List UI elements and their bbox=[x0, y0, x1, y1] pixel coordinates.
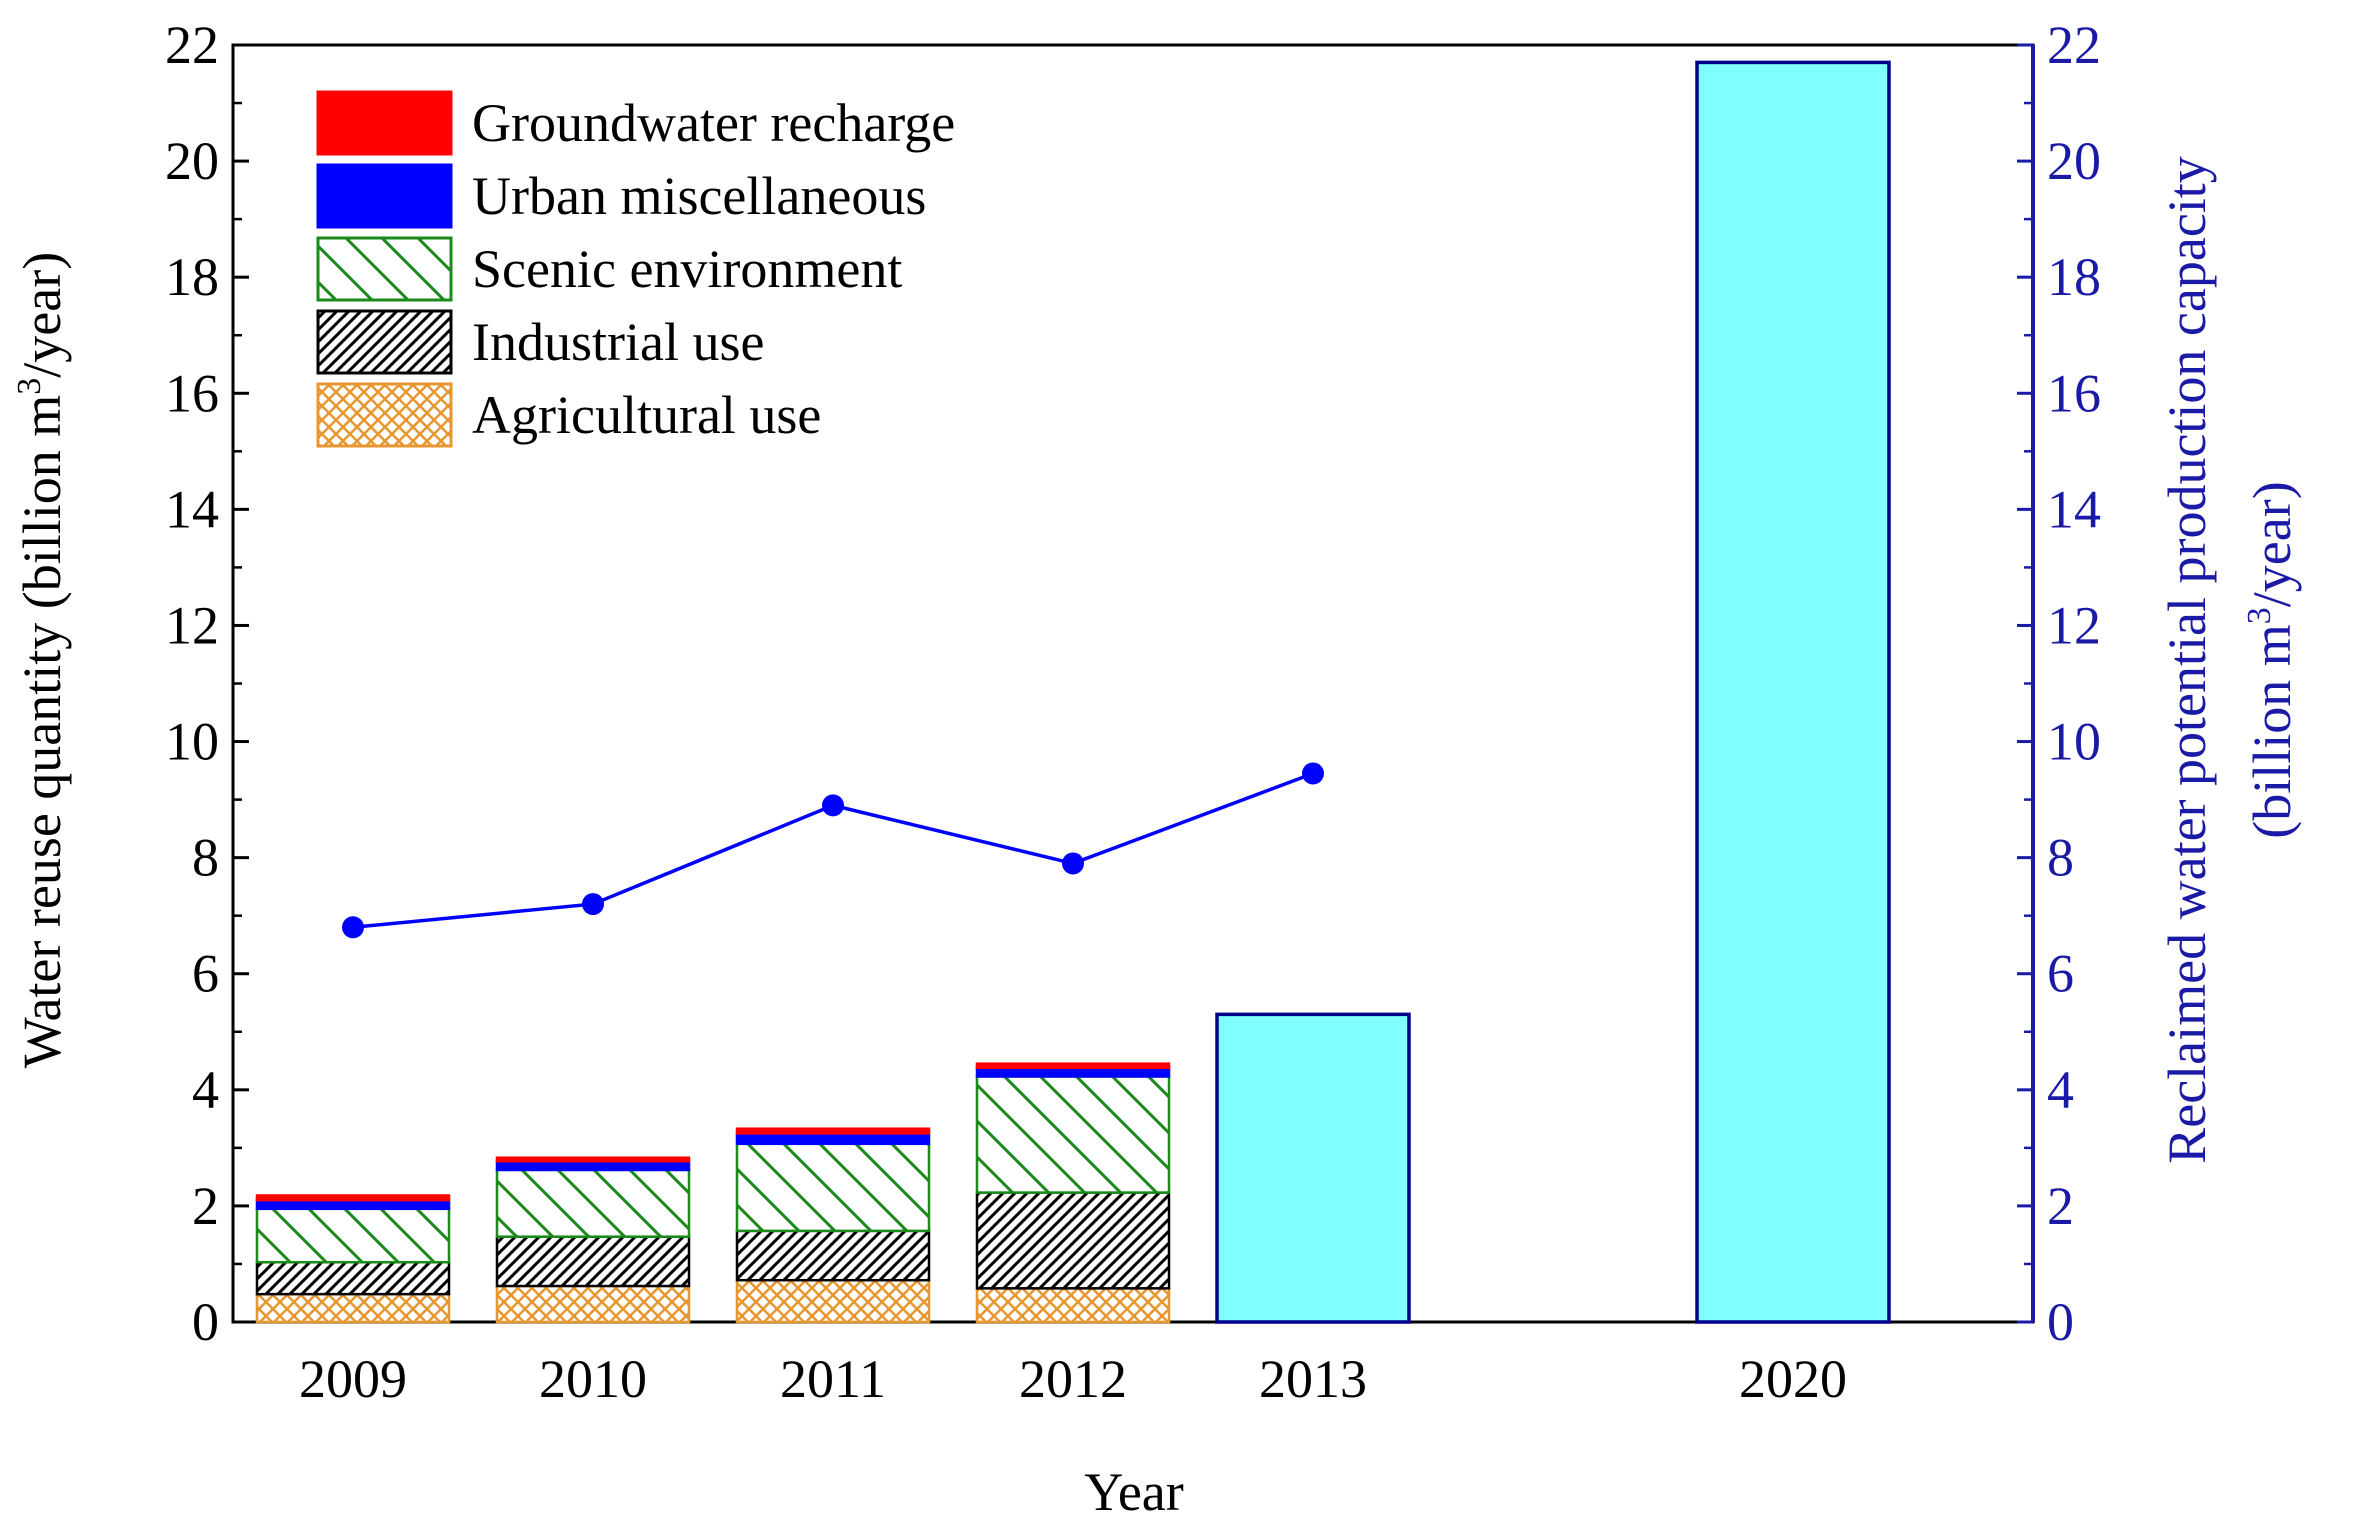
x-tick-label-2013: 2013 bbox=[1259, 1349, 1367, 1409]
line-point-2009 bbox=[342, 916, 364, 939]
bar-agricultural-use-2012 bbox=[975, 1287, 1171, 1324]
capacity-bars bbox=[1215, 60, 1891, 1324]
left-tick-label-12: 12 bbox=[165, 595, 219, 655]
legend: Groundwater recharge Urban miscellaneous S… bbox=[316, 90, 955, 448]
y-axis-label-right-1: Reclaimed water potential production cap… bbox=[2157, 156, 2217, 1164]
y-axis-label-left-sup: 3 bbox=[11, 378, 48, 395]
x-axis-label: Year bbox=[1084, 1462, 1184, 1522]
bar-scenic-environment-2012 bbox=[975, 1075, 1171, 1194]
x-tick-label-2009: 2009 bbox=[299, 1349, 407, 1409]
x-tick-label-2020: 2020 bbox=[1739, 1349, 1847, 1409]
legend-label-groundwater-recharge: Groundwater recharge bbox=[472, 93, 955, 153]
right-tick-label-18: 18 bbox=[2047, 247, 2101, 307]
left-tick-label-6: 6 bbox=[192, 944, 219, 1004]
bar-scenic-environment-2010 bbox=[495, 1168, 691, 1238]
bar-groundwater-recharge-2012 bbox=[975, 1062, 1171, 1070]
bar-urban-miscellaneous-2009 bbox=[255, 1198, 451, 1211]
bar-urban-miscellaneous-2011 bbox=[735, 1132, 931, 1146]
legend-label-urban-miscellaneous: Urban miscellaneous bbox=[472, 166, 926, 226]
x-tick-label-2012: 2012 bbox=[1019, 1349, 1127, 1409]
legend-swatch-agricultural-use bbox=[316, 382, 453, 448]
bar-industrial-use-2012 bbox=[975, 1191, 1171, 1290]
left-axis: 0 2 4 6 8 10 12 14 16 18 20 22 bbox=[165, 15, 249, 1352]
right-axis: 0 2 4 6 8 10 12 14 16 18 20 22 bbox=[2017, 15, 2101, 1352]
bars bbox=[255, 1062, 1171, 1324]
bar-urban-miscellaneous-2010 bbox=[495, 1159, 691, 1172]
bar-agricultural-use-2010 bbox=[495, 1284, 691, 1324]
left-tick-label-8: 8 bbox=[192, 828, 219, 888]
line-series bbox=[342, 762, 1324, 939]
y-axis-label-left-main: Water reuse quantity (billion m bbox=[12, 395, 72, 1068]
right-tick-label-22: 22 bbox=[2047, 15, 2101, 75]
legend-label-agricultural-use: Agricultural use bbox=[472, 385, 821, 445]
right-tick-label-20: 20 bbox=[2047, 131, 2101, 191]
right-tick-label-2: 2 bbox=[2047, 1176, 2074, 1236]
bar-industrial-use-2011 bbox=[735, 1229, 931, 1282]
bar-urban-miscellaneous-2012 bbox=[975, 1066, 1171, 1078]
line-point-2012 bbox=[1062, 852, 1084, 875]
y-axis-label-right-tail: /year) bbox=[2242, 481, 2302, 607]
left-tick-label-2: 2 bbox=[192, 1176, 219, 1236]
left-tick-label-20: 20 bbox=[165, 131, 219, 191]
line-point-2010 bbox=[582, 893, 604, 916]
legend-swatch-industrial-use bbox=[316, 309, 453, 375]
legend-swatch-groundwater-recharge bbox=[316, 90, 453, 156]
right-tick-label-10: 10 bbox=[2047, 712, 2101, 772]
bar-groundwater-recharge-2009 bbox=[255, 1194, 451, 1202]
right-tick-label-6: 6 bbox=[2047, 944, 2074, 1004]
right-tick-label-16: 16 bbox=[2047, 363, 2101, 423]
legend-label-scenic-environment: Scenic environment bbox=[472, 239, 902, 299]
left-tick-label-0: 0 bbox=[192, 1292, 219, 1352]
y-axis-label-right-main: (billion m bbox=[2242, 624, 2302, 839]
bar-agricultural-use-2011 bbox=[735, 1278, 931, 1324]
legend-swatch-urban-miscellaneous bbox=[316, 163, 453, 229]
bar-agricultural-use-2009 bbox=[255, 1292, 451, 1324]
right-tick-label-4: 4 bbox=[2047, 1060, 2074, 1120]
right-tick-label-14: 14 bbox=[2047, 479, 2101, 539]
line-point-2013 bbox=[1302, 762, 1324, 785]
bar-capacity-2013 bbox=[1215, 1012, 1411, 1324]
bar-groundwater-recharge-2010 bbox=[495, 1156, 691, 1163]
left-tick-label-10: 10 bbox=[165, 712, 219, 772]
left-tick-label-18: 18 bbox=[165, 247, 219, 307]
bar-industrial-use-2010 bbox=[495, 1235, 691, 1288]
y-axis-label-right-2: (billion m3/year) bbox=[2241, 481, 2302, 838]
bar-scenic-environment-2011 bbox=[735, 1142, 931, 1233]
y-axis-label-left: Water reuse quantity (billion m3/year) bbox=[11, 252, 72, 1068]
bar-scenic-environment-2009 bbox=[255, 1207, 451, 1264]
right-tick-label-12: 12 bbox=[2047, 595, 2101, 655]
legend-label-industrial-use: Industrial use bbox=[472, 312, 764, 372]
left-tick-label-16: 16 bbox=[165, 363, 219, 423]
x-axis: 2009 2010 2011 2012 2013 2020 bbox=[299, 1349, 1847, 1409]
left-tick-label-22: 22 bbox=[165, 15, 219, 75]
bar-groundwater-recharge-2011 bbox=[735, 1127, 931, 1135]
x-tick-label-2011: 2011 bbox=[780, 1349, 886, 1409]
right-tick-label-8: 8 bbox=[2047, 828, 2074, 888]
x-tick-label-2010: 2010 bbox=[539, 1349, 647, 1409]
left-tick-label-14: 14 bbox=[165, 479, 219, 539]
bar-industrial-use-2009 bbox=[255, 1260, 451, 1296]
legend-swatch-scenic-environment bbox=[316, 236, 453, 302]
left-tick-label-4: 4 bbox=[192, 1060, 219, 1120]
line-point-2011 bbox=[822, 794, 844, 817]
y-axis-label-left-tail: /year) bbox=[12, 252, 72, 378]
y-axis-label-right-sup: 3 bbox=[2241, 607, 2278, 624]
right-tick-label-0: 0 bbox=[2047, 1292, 2074, 1352]
bar-capacity-2020 bbox=[1695, 60, 1891, 1324]
